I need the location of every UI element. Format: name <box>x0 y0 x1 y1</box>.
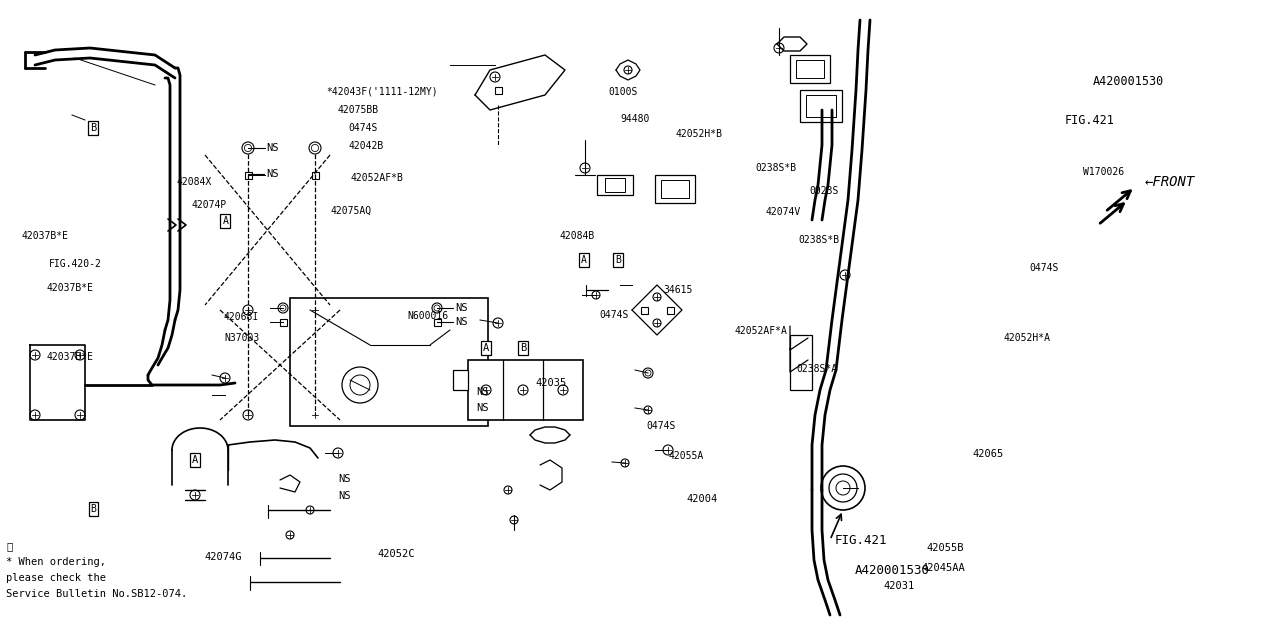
Bar <box>434 319 440 326</box>
Text: 42031: 42031 <box>883 581 914 591</box>
Text: FIG.421: FIG.421 <box>1065 114 1115 127</box>
Text: 42055B: 42055B <box>927 543 964 553</box>
Text: A: A <box>192 455 198 465</box>
Text: 42075AQ: 42075AQ <box>330 206 371 216</box>
Text: N600016: N600016 <box>407 310 448 321</box>
Text: A: A <box>483 343 489 353</box>
Text: 42055A: 42055A <box>668 451 704 461</box>
Bar <box>291 298 488 426</box>
Text: 42075BB: 42075BB <box>338 105 379 115</box>
Text: 0100S: 0100S <box>608 86 637 97</box>
Text: A: A <box>223 216 228 226</box>
Bar <box>800 90 842 122</box>
Text: 42035: 42035 <box>535 378 566 388</box>
Text: 42074V: 42074V <box>765 207 801 218</box>
Text: N37003: N37003 <box>224 333 260 343</box>
Text: NS: NS <box>476 387 489 397</box>
Bar <box>279 319 287 326</box>
Text: * When ordering,: * When ordering, <box>6 557 106 567</box>
Text: 42065: 42065 <box>973 449 1004 460</box>
Text: A: A <box>581 255 586 265</box>
Text: B: B <box>616 255 621 265</box>
Text: B: B <box>90 123 96 133</box>
Text: W170026: W170026 <box>1083 166 1124 177</box>
Text: 42037B*E: 42037B*E <box>22 230 69 241</box>
Text: 42084B: 42084B <box>559 230 595 241</box>
Text: 42052H*B: 42052H*B <box>676 129 723 140</box>
Text: A420001530: A420001530 <box>855 563 931 577</box>
Text: 42052AF*A: 42052AF*A <box>735 326 787 336</box>
Bar <box>494 86 502 93</box>
Text: 0474S: 0474S <box>599 310 628 320</box>
Text: NS: NS <box>266 169 279 179</box>
Bar <box>790 335 812 390</box>
Text: 42004: 42004 <box>686 494 717 504</box>
Bar <box>453 370 468 390</box>
Bar <box>790 55 829 83</box>
Text: 42052H*A: 42052H*A <box>1004 333 1051 343</box>
Text: B: B <box>520 343 526 353</box>
Bar <box>667 307 673 314</box>
Bar <box>468 360 582 420</box>
Text: 0923S: 0923S <box>809 186 838 196</box>
Text: B: B <box>91 504 96 514</box>
Text: Service Bulletin No.SB12-074.: Service Bulletin No.SB12-074. <box>6 589 187 599</box>
Text: please check the: please check the <box>6 573 106 583</box>
Bar <box>244 172 251 179</box>
Bar <box>311 172 319 179</box>
Text: 42037B*E: 42037B*E <box>46 283 93 293</box>
Bar <box>640 307 648 314</box>
Text: NS: NS <box>476 403 489 413</box>
Text: 0474S: 0474S <box>348 123 378 133</box>
Text: ←FRONT: ←FRONT <box>1146 175 1196 189</box>
Text: A420001530: A420001530 <box>1093 76 1165 88</box>
Text: NS: NS <box>454 317 467 327</box>
Bar <box>596 175 634 195</box>
Bar <box>655 175 695 203</box>
Bar <box>806 95 836 117</box>
Text: FIG.421: FIG.421 <box>835 534 887 547</box>
Text: 0238S*A: 0238S*A <box>796 364 837 374</box>
Text: 42084X: 42084X <box>177 177 212 188</box>
Bar <box>796 60 824 78</box>
Text: NS: NS <box>454 303 467 313</box>
Text: *42043F('1111-12MY): *42043F('1111-12MY) <box>326 86 438 97</box>
Text: 42037B*E: 42037B*E <box>46 352 93 362</box>
Text: 0238S*B: 0238S*B <box>755 163 796 173</box>
Text: 0474S: 0474S <box>1029 262 1059 273</box>
Text: 42074G: 42074G <box>205 552 242 562</box>
Text: 34615: 34615 <box>663 285 692 295</box>
Text: 42068I: 42068I <box>224 312 260 322</box>
Text: 0238S*B: 0238S*B <box>799 235 840 245</box>
Text: 42052AF*B: 42052AF*B <box>351 173 403 183</box>
Text: ※: ※ <box>6 541 13 551</box>
Text: NS: NS <box>266 143 279 153</box>
Text: FIG.420-2: FIG.420-2 <box>49 259 101 269</box>
Text: 42074P: 42074P <box>192 200 228 210</box>
Text: NS: NS <box>338 491 351 501</box>
Text: 42052C: 42052C <box>378 548 415 559</box>
Text: 42045AA: 42045AA <box>922 563 965 573</box>
Bar <box>605 178 625 192</box>
Text: 0474S: 0474S <box>646 420 676 431</box>
Text: 94480: 94480 <box>621 114 650 124</box>
Text: NS: NS <box>338 474 351 484</box>
Bar <box>660 180 689 198</box>
Text: 42042B: 42042B <box>348 141 384 151</box>
